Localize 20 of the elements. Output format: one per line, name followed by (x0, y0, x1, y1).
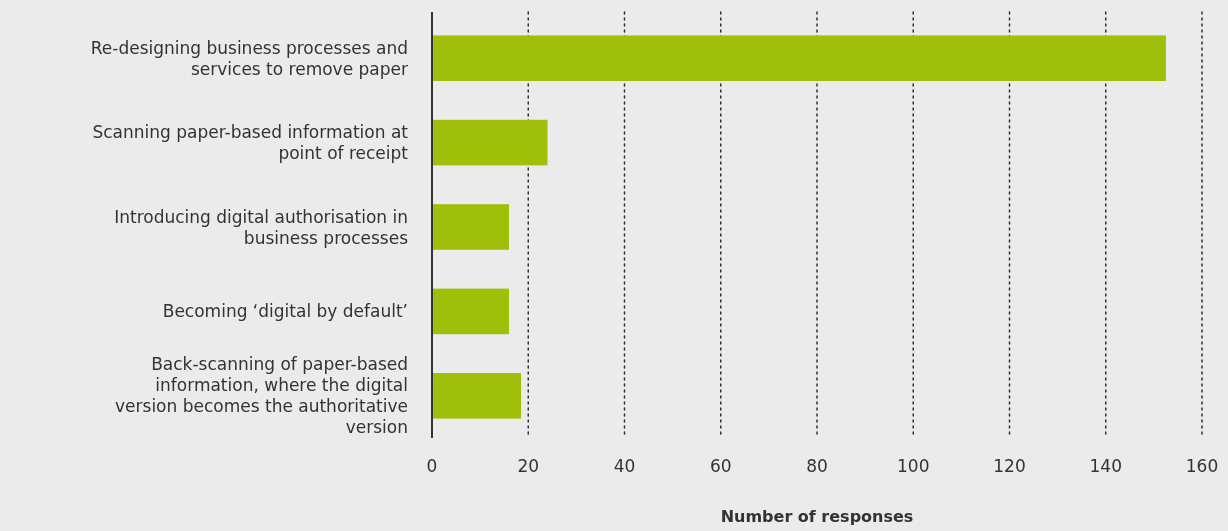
x-tick-label: 100 (897, 456, 930, 476)
x-tick-label: 0 (426, 456, 438, 476)
x-tick-label: 140 (1089, 456, 1122, 476)
y-tick-label: Back-scanning of paper-based information, where the digital version becomes the authoritative version (115, 354, 408, 438)
y-tick-label: Introducing digital authorisation in business processes (114, 206, 409, 248)
bar (432, 288, 509, 335)
x-axis-title: Number of responses (720, 507, 914, 526)
y-tick-label: Scanning paper-based information at point of receipt (92, 122, 409, 164)
y-tick-label: Becoming ‘digital by default’ (162, 301, 408, 322)
x-tick-label: 160 (1185, 456, 1219, 476)
x-tick-label: 20 (517, 456, 540, 476)
bar (432, 373, 522, 419)
x-tick-label: 80 (806, 456, 828, 476)
bar (432, 119, 548, 166)
x-tick-label: 120 (993, 456, 1026, 476)
bar (432, 204, 509, 250)
y-tick-label: Re-designing business processes and services to remove paper (90, 37, 408, 79)
bar (432, 35, 1166, 81)
x-tick-label: 40 (613, 456, 636, 476)
x-tick-label: 60 (709, 456, 732, 476)
